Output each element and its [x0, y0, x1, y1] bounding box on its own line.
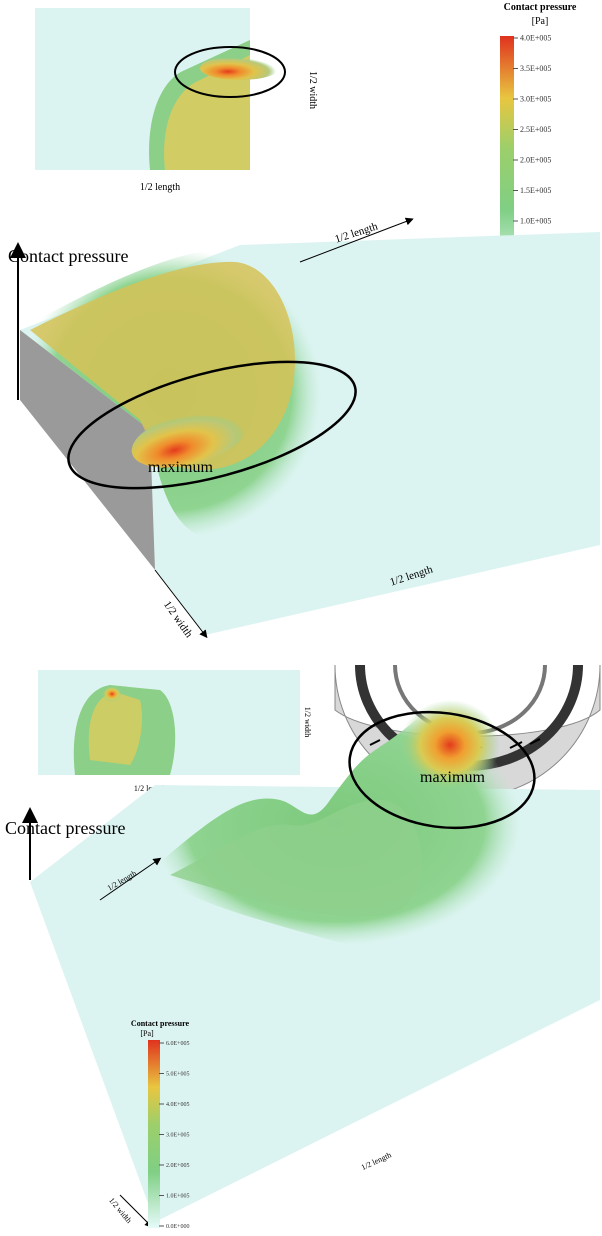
colorbar-unit: [Pa]: [140, 1029, 154, 1038]
axis-label: 1/2 length: [360, 1150, 393, 1172]
colorbar-tick-label: 1.0E+005: [166, 1194, 190, 1200]
colorbar-tick-label: 2.0E+005: [166, 1163, 190, 1169]
y-axis-label: 1/2 width: [303, 707, 312, 737]
colorbar-tick-label: 4.0E+005: [520, 34, 551, 43]
annotation: maximum: [420, 769, 485, 786]
y-axis-label: 1/2 width: [307, 71, 318, 109]
colorbar-tick-label: 1.5E+005: [520, 186, 551, 195]
colorbar-tick-label: 3.0E+005: [520, 95, 551, 104]
colorbar-tick-label: 2.0E+005: [520, 156, 551, 165]
colorbar-tick-label: 2.5E+005: [520, 125, 551, 134]
axis-label: 1/2 width: [107, 1196, 133, 1225]
colorbar-tick-label: 5.0E+005: [166, 1072, 190, 1078]
colorbar-tick-label: 3.5E+005: [520, 64, 551, 73]
colorbar-tick-label: 3.0E+005: [166, 1133, 190, 1139]
hot-spot: [200, 56, 280, 80]
colorbar-title: Contact pressure: [504, 2, 577, 13]
colorbar: [148, 1040, 160, 1228]
colorbar-tick-label: 1.0E+005: [520, 217, 551, 226]
colorbar-tick-label: 6.0E+005: [166, 1041, 190, 1047]
figure: 1/2 length 1/2 width Contact pressure [P…: [0, 0, 602, 1236]
colorbar-unit: [Pa]: [532, 16, 549, 27]
axis-label: Contact pressure: [8, 246, 128, 266]
hot-spot: [102, 686, 122, 702]
colorbar-tick-label: 4.0E+005: [166, 1102, 190, 1108]
colorbar-title: Contact pressure: [131, 1019, 190, 1028]
colorbar-tick-label: 0.0E+000: [166, 1224, 190, 1230]
x-axis-label: 1/2 length: [140, 182, 180, 193]
axis-label: Contact pressure: [5, 818, 125, 838]
annotation: maximum: [148, 459, 213, 476]
